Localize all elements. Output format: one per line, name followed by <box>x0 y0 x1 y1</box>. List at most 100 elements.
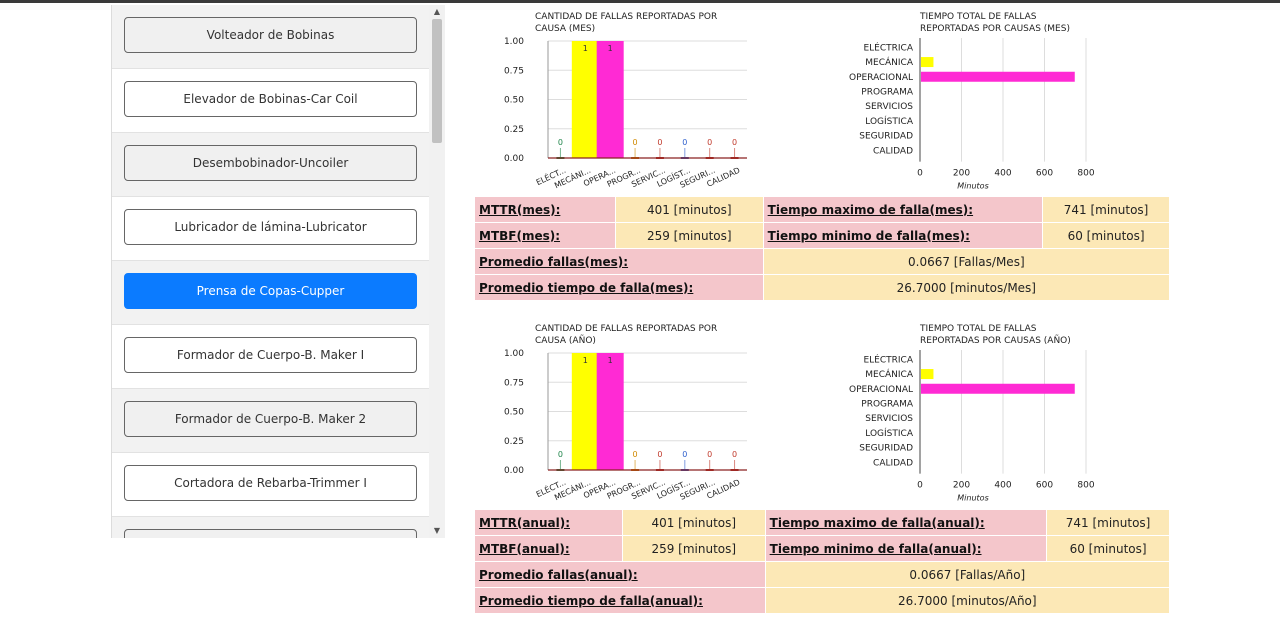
machine-list-item: Formador de Cuerpo-B. Maker 2 <box>112 389 430 453</box>
mtbf-label: MTBF(anual): <box>474 535 623 562</box>
machine-list-item: Desembobinador-Uncoiler <box>112 133 430 197</box>
chart-title-line: TIEMPO TOTAL DE FALLAS <box>920 12 1037 22</box>
data-label: 0 <box>732 138 737 147</box>
machine-button[interactable]: Formador de Cuerpo-B. Maker I <box>124 337 417 373</box>
scroll-thumb[interactable] <box>432 19 442 143</box>
y-tick-label: LOGÍSTICA <box>865 427 914 439</box>
machine-list-item: Formador de Cuerpo-B. Maker I <box>112 325 430 389</box>
chart-title: TIEMPO TOTAL DE FALLAS REPORTADAS POR CA… <box>920 11 1070 35</box>
machine-button[interactable]: Cortadora de Rebarba-Trimmer I <box>124 465 417 501</box>
mtbf-value: 259 [minutos] <box>614 222 764 249</box>
y-tick-label: LOGÍSTICA <box>865 115 914 127</box>
y-tick-label: 0.50 <box>504 408 524 418</box>
mttr-value: 401 [minutos] <box>614 196 764 223</box>
data-label: 0 <box>732 450 737 459</box>
tmax-value: 741 [minutos] <box>1046 509 1170 536</box>
machine-button[interactable]: Desembobinador-Uncoiler <box>124 145 417 181</box>
machine-list-item: Volteador de Bobinas <box>112 5 430 69</box>
machine-list-item: Lubricador de lámina-Lubricator <box>112 197 430 261</box>
data-label: 0 <box>707 138 712 147</box>
x-axis-label: Minutos <box>957 494 988 503</box>
promedio-tiempo-label: Promedio tiempo de falla(anual): <box>474 587 766 614</box>
top-bar <box>0 0 1280 3</box>
mtbf-label: MTBF(mes): <box>474 222 616 249</box>
x-tick-label: 600 <box>1036 169 1053 179</box>
bar <box>921 57 934 68</box>
tmax-label: Tiempo maximo de falla(anual): <box>764 509 1048 536</box>
tmin-value: 60 [minutos] <box>1042 222 1170 249</box>
scroll-down-arrow-icon[interactable]: ▼ <box>433 526 441 535</box>
bar-chart-svg: 0.000.250.500.751.000ELÉCT...1MECÁNI...1… <box>504 37 747 190</box>
y-tick-label: OPERACIONAL <box>849 385 913 395</box>
machine-button[interactable]: Lubricador de lámina-Lubricator <box>124 209 417 245</box>
chart-title-line: CANTIDAD DE FALLAS REPORTADAS POR <box>535 324 718 334</box>
promedio-fallas-label: Promedio fallas(mes): <box>474 248 764 275</box>
x-tick-label: 800 <box>1077 481 1094 491</box>
mttr-label: MTTR(mes): <box>474 196 616 223</box>
y-tick-label: MECÁNICA <box>865 368 914 380</box>
y-tick-label: PROGRAMA <box>861 399 914 409</box>
machine-list[interactable]: Volteador de Bobinas Elevador de Bobinas-… <box>111 5 430 538</box>
data-label: 1 <box>608 44 613 53</box>
chart-title: TIEMPO TOTAL DE FALLAS REPORTADAS POR CA… <box>920 323 1071 347</box>
data-label: 1 <box>583 356 588 365</box>
data-label: 0 <box>558 138 563 147</box>
x-tick-label: 400 <box>994 481 1011 491</box>
x-tick-label: 0 <box>917 169 923 179</box>
chart-title-line: TIEMPO TOTAL DE FALLAS <box>920 324 1037 334</box>
machine-button[interactable]: Formador de Cuerpo-B. Maker 2 <box>124 401 417 437</box>
hbar-chart-svg: 0 200 400 600 800 ELÉCTRICA MECÁNICA OPERACIONA… <box>849 38 1095 191</box>
sidebar-scrollbar[interactable]: ▲ ▼ <box>429 5 445 538</box>
x-tick-label: 200 <box>953 169 970 179</box>
machine-button[interactable]: Prensa de Copas-Cupper <box>124 273 417 309</box>
x-axis-label: Minutos <box>957 182 988 191</box>
data-label: 1 <box>608 356 613 365</box>
data-label: 0 <box>633 138 638 147</box>
y-tick-label: 0.25 <box>504 437 524 447</box>
y-tick-label: 0.75 <box>504 66 524 76</box>
y-tick-label: SEGURIDAD <box>859 444 913 454</box>
machine-button[interactable]: Volteador de Bobinas <box>124 17 417 53</box>
bar <box>571 353 599 470</box>
x-tick-label: 600 <box>1036 481 1053 491</box>
y-tick-label: PROGRAMA <box>861 87 914 97</box>
promedio-fallas-value: 0.0667 [Fallas/Año] <box>764 561 1171 588</box>
y-tick-label: SERVICIOS <box>865 414 913 424</box>
machine-button[interactable] <box>124 529 417 538</box>
mtbf-value: 259 [minutos] <box>621 535 766 562</box>
machine-button[interactable]: Elevador de Bobinas-Car Coil <box>124 81 417 117</box>
tmin-label: Tiempo minimo de falla(mes): <box>762 222 1044 249</box>
annual-count-chart: CANTIDAD DE FALLAS REPORTADAS POR CAUSA … <box>474 320 764 505</box>
y-tick-label: SERVICIOS <box>865 102 913 112</box>
mttr-label: MTTR(anual): <box>474 509 623 536</box>
bar <box>921 383 1075 394</box>
chart-title-line: CAUSA (MES) <box>535 24 596 34</box>
x-tick-label: 800 <box>1077 169 1094 179</box>
scroll-up-arrow-icon[interactable]: ▲ <box>433 7 441 16</box>
data-label: 0 <box>657 138 662 147</box>
x-tick-label: 200 <box>953 481 970 491</box>
chart-title-line: REPORTADAS POR CAUSAS (MES) <box>920 24 1070 34</box>
promedio-tiempo-value: 26.7000 [minutos/Mes] <box>762 274 1171 301</box>
machine-list-item: Cortadora de Rebarba-Trimmer I <box>112 453 430 517</box>
data-label: 0 <box>682 138 687 147</box>
tmax-value: 741 [minutos] <box>1042 196 1170 223</box>
y-tick-label: 0.00 <box>504 466 524 476</box>
y-tick-label: 1.00 <box>504 37 524 47</box>
x-tick-label: 0 <box>917 481 923 491</box>
hbar-chart-svg: 0 200 400 600 800 ELÉCTRICA MECÁNICA OPERACIONA… <box>849 350 1095 503</box>
machine-list-item: Prensa de Copas-Cupper <box>112 261 430 325</box>
chart-title-line: CANTIDAD DE FALLAS REPORTADAS POR <box>535 12 718 22</box>
chart-title: CANTIDAD DE FALLAS REPORTADAS POR CAUSA … <box>535 11 717 35</box>
y-tick-label: 0.25 <box>504 125 524 135</box>
y-tick-label: SEGURIDAD <box>859 132 913 142</box>
y-tick-label: MECÁNICA <box>865 56 914 68</box>
data-label: 0 <box>558 450 563 459</box>
y-tick-label: 0.50 <box>504 96 524 106</box>
annual-time-chart: TIEMPO TOTAL DE FALLAS REPORTADAS POR CA… <box>836 320 1126 505</box>
data-label: 0 <box>633 450 638 459</box>
bar <box>921 71 1075 82</box>
y-tick-label: 0.00 <box>504 154 524 164</box>
monthly-stats-table: MTTR(mes): 401 [minutos] Tiempo maximo d… <box>474 196 1171 301</box>
bar <box>596 41 624 158</box>
